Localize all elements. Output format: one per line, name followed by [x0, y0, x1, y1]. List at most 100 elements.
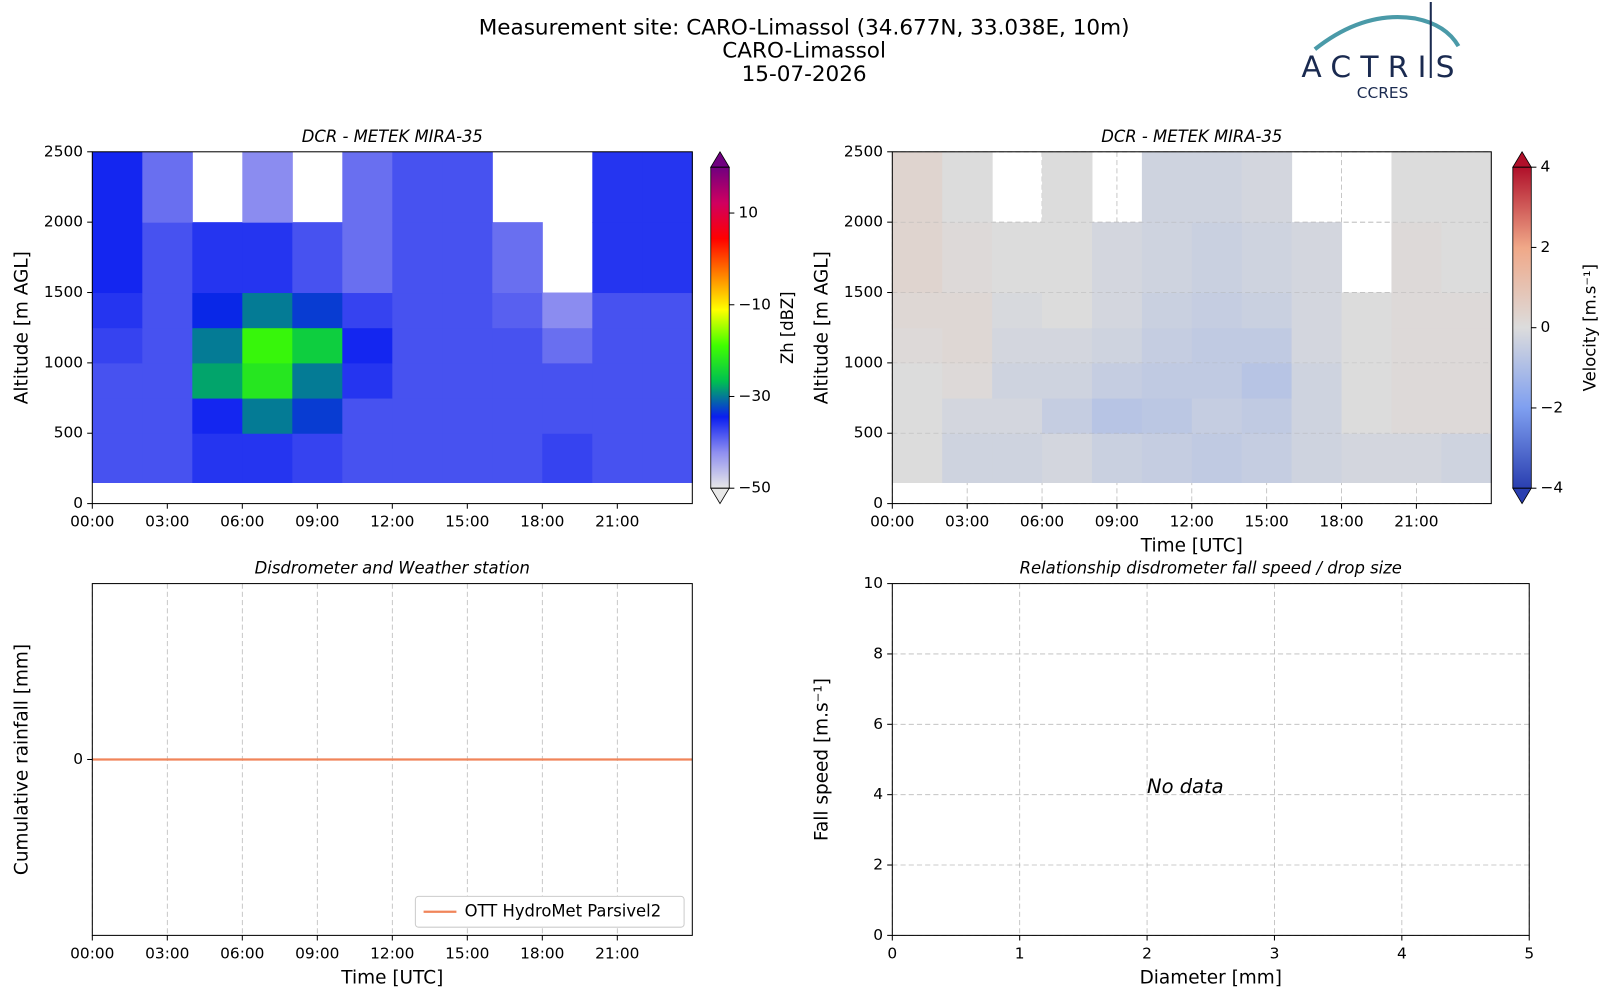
heatmap-cell — [1291, 362, 1343, 399]
heatmap-cell — [1091, 292, 1143, 329]
heatmap-cell — [1241, 292, 1293, 329]
y-tick-label: 0 — [873, 926, 883, 944]
heatmap-cell — [892, 292, 943, 329]
suptitle: Measurement site: CARO-Limassol (34.677N… — [479, 16, 1130, 41]
heatmap-cell — [492, 433, 543, 483]
heatmap-cell — [542, 362, 593, 399]
heatmap-cell — [1141, 327, 1193, 364]
heatmap-cell — [92, 327, 143, 364]
heatmap-cell — [1341, 292, 1392, 329]
heatmap-cell — [1341, 362, 1392, 399]
heatmap-cell — [1341, 433, 1392, 483]
heatmap-cell — [242, 398, 293, 434]
heatmap-cell — [492, 398, 543, 434]
x-tick-label: 2 — [1142, 944, 1152, 962]
logo-text: ACTRIS — [1301, 50, 1463, 85]
heatmap-cell — [1241, 222, 1293, 294]
heatmap-cell — [892, 222, 943, 294]
y-tick-label: 2000 — [844, 213, 883, 231]
heatmap-cell — [1241, 433, 1293, 483]
heatmap-cell — [142, 222, 193, 294]
heatmap-cell — [1291, 398, 1343, 434]
heatmap-cell — [142, 398, 193, 434]
heatmap-cell — [992, 398, 1043, 434]
heatmap-cell — [1441, 222, 1492, 294]
y-tick-label: 8 — [873, 644, 883, 662]
heatmap-cell — [292, 362, 343, 399]
x-tick-label: 00:00 — [870, 513, 914, 531]
heatmap-cell — [342, 398, 393, 434]
panel-title: DCR - METEK MIRA-35 — [1101, 127, 1282, 146]
heatmap-cell — [342, 433, 393, 483]
heatmap-cell — [1291, 433, 1343, 483]
heatmap-cell — [92, 292, 143, 329]
heatmap-cell — [1441, 151, 1492, 223]
heatmap-cell — [1441, 398, 1492, 434]
heatmap-cell — [1141, 398, 1193, 434]
heatmap-cell — [642, 151, 693, 223]
colorbar-tick-label: 2 — [1541, 238, 1551, 256]
heatmap-cell — [392, 362, 443, 399]
y-tick-label: 1500 — [44, 283, 83, 301]
y-tick-label: 4 — [873, 785, 883, 803]
x-axis-label: Time [UTC] — [340, 967, 443, 988]
heatmap-cell — [342, 362, 393, 399]
logo: ACTRIS CCRES — [1301, 2, 1463, 102]
heatmap-cell — [342, 151, 393, 223]
heatmap-cell — [242, 327, 293, 364]
x-tick-label: 12:00 — [370, 944, 414, 962]
x-tick-label: 09:00 — [295, 944, 339, 962]
x-tick-label: 15:00 — [445, 513, 489, 531]
heatmap-cell — [292, 327, 343, 364]
x-tick-label: 5 — [1524, 944, 1534, 962]
y-tick-label: 2500 — [844, 142, 883, 160]
colorbar-label: Zh [dBZ] — [778, 291, 797, 364]
heatmap-cell — [1241, 362, 1293, 399]
colorbar-tick-label: −4 — [1541, 479, 1564, 497]
heatmap-cell — [1191, 433, 1243, 483]
heatmap-cell — [192, 398, 243, 434]
x-axis-label: Diameter [mm] — [1140, 967, 1282, 988]
heatmap-cell — [1042, 398, 1093, 434]
y-tick-label: 10 — [863, 574, 883, 592]
heatmap-cell — [492, 222, 543, 294]
heatmap-cell — [1291, 222, 1343, 294]
heatmap-cell — [242, 292, 293, 329]
heatmap-cell — [392, 433, 443, 483]
heatmap-cell — [942, 398, 993, 434]
heatmap-cell — [242, 433, 293, 483]
panel: Relationship disdrometer fall speed / dr… — [812, 559, 1535, 989]
heatmap-cell — [1091, 398, 1143, 434]
heatmap-cell — [1341, 327, 1392, 364]
heatmap-cell — [592, 222, 643, 294]
heatmap-cell — [442, 327, 493, 364]
legend: OTT HydroMet Parsivel2 — [414, 895, 685, 928]
heatmap-cell — [592, 433, 643, 483]
heatmap-cell — [592, 327, 643, 364]
heatmap-cell — [642, 292, 693, 329]
colorbar-tick-label: −30 — [738, 387, 770, 405]
x-tick-label: 00:00 — [70, 513, 114, 531]
heatmap-cell — [542, 292, 593, 329]
colorbar-tick-label: 0 — [1541, 318, 1551, 336]
heatmap-cell — [492, 292, 543, 329]
heatmap-cell — [1191, 362, 1243, 399]
heatmap-cell — [942, 362, 993, 399]
x-tick-label: 21:00 — [595, 944, 639, 962]
heatmap-cell — [192, 433, 243, 483]
heatmap-cell — [1042, 362, 1093, 399]
heatmap-cell — [142, 433, 193, 483]
heatmap-cell — [642, 327, 693, 364]
x-tick-label: 06:00 — [220, 513, 264, 531]
x-tick-label: 03:00 — [945, 513, 989, 531]
heatmap-cell — [492, 327, 543, 364]
heatmap-cell — [1291, 292, 1343, 329]
y-axis-label: Altitude [m AGL] — [812, 251, 833, 404]
heatmap-cell — [992, 292, 1043, 329]
panel: DCR - METEK MIRA-35 00:00 03:00 06:00 09:00 1… — [812, 127, 1600, 557]
heatmap-cell — [142, 362, 193, 399]
heatmap-cell — [1241, 151, 1293, 223]
heatmap-cell — [1241, 398, 1293, 434]
heatmap-cell — [892, 151, 943, 223]
